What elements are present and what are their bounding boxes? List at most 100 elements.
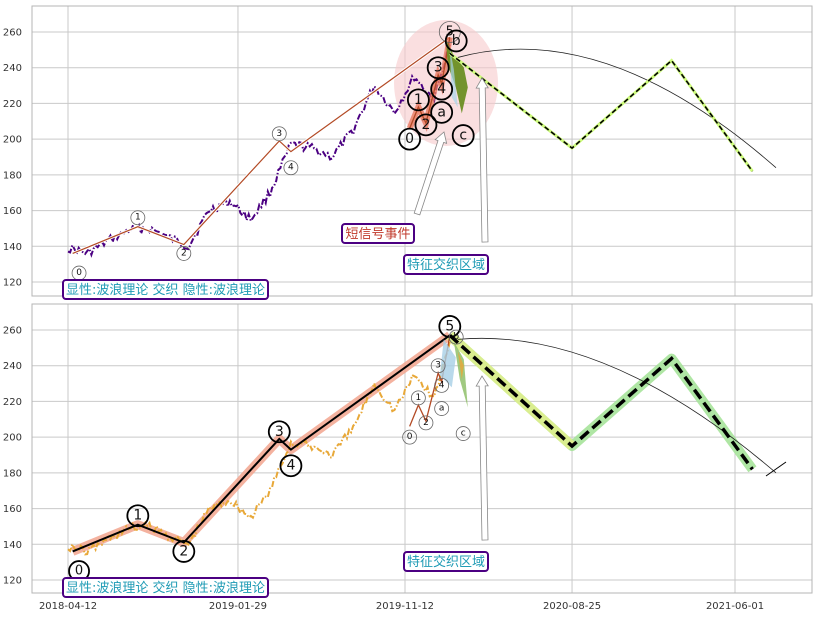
wave-label-circle (126, 504, 150, 528)
y-tick-label: 200 (3, 433, 22, 444)
wave-label-4: 4 (288, 163, 294, 173)
legend-text-box (62, 279, 269, 300)
intertwine-zone-label: 特征交织区域 (407, 257, 485, 273)
wave-label-circle (398, 127, 422, 151)
wave-label-c: c (459, 128, 467, 144)
wave-label-b: b (452, 33, 461, 49)
y-tick-label: 120 (3, 576, 22, 587)
legend-text-box (62, 577, 269, 598)
y-tick-label: 260 (3, 326, 22, 337)
wave-label-5: 5 (445, 318, 454, 334)
projection-end-mark (765, 461, 787, 477)
wave-label-circle (283, 160, 299, 176)
projection-arc (457, 48, 777, 169)
wave-label-b: b (453, 332, 459, 342)
y-tick-label: 180 (3, 468, 22, 479)
wave-label-c: c (461, 429, 466, 439)
wave-label-1: 1 (135, 213, 141, 223)
wave-label-circle (451, 124, 475, 147)
wave-band (70, 331, 453, 556)
y-tick-label: 160 (3, 206, 22, 217)
plot-frame (31, 303, 813, 594)
projection-dashed-line (448, 334, 754, 471)
wave-label-a: a (439, 404, 445, 414)
wave-label-a: a (437, 104, 446, 120)
x-tick-label: 2020-08-25 (543, 601, 601, 612)
wave-label-3: 3 (434, 60, 443, 76)
wave-label-circle (434, 401, 450, 416)
projection-arc (457, 337, 777, 474)
y-tick-label: 140 (3, 242, 22, 253)
wave-label-circle (172, 540, 196, 563)
projection-dashed-line (449, 52, 754, 172)
x-tick-label: 2018-04-12 (39, 601, 97, 612)
y-tick-label: 240 (3, 361, 22, 372)
y-tick-label: 260 (3, 28, 22, 39)
wave-label-4: 4 (437, 81, 446, 97)
wave-label-4: 4 (286, 458, 295, 474)
wave-label-3: 3 (276, 129, 282, 139)
y-tick-label: 120 (3, 278, 22, 289)
wave-label-1: 1 (133, 508, 142, 524)
wave-label-circle (406, 88, 430, 112)
y-tick-label: 220 (3, 397, 22, 408)
zone-arrow (475, 77, 489, 243)
y-tick-label: 140 (3, 540, 22, 551)
wave-label-circle (414, 113, 438, 137)
y-tick-label: 220 (3, 99, 22, 110)
intertwine-zone-label-box (403, 551, 489, 572)
wave-label-0: 0 (75, 564, 83, 579)
wave-label-circle (271, 126, 287, 142)
y-tick-label: 200 (3, 135, 22, 146)
wave-label-circle (176, 246, 192, 261)
correction-zone-blue (439, 339, 456, 388)
legend-text: 显性:波浪理论 交织 隐性:波浪理论 (66, 580, 265, 596)
correction-zone-orange (457, 351, 464, 380)
wave-label-circle (444, 29, 468, 53)
zone-arrow (475, 375, 489, 541)
wave-label-circle (448, 329, 464, 345)
wave-label-3: 3 (435, 361, 441, 371)
correction-zone-green (453, 341, 468, 408)
wave-label-circle (430, 358, 446, 374)
wave-label-2: 2 (181, 248, 187, 258)
short-signal-event-label-box (341, 223, 415, 244)
wave-label-2: 2 (179, 543, 188, 559)
chart-panel-top: 12014016018020022024026001234501234abc短信… (3, 5, 813, 300)
x-tick-label: 2021-06-01 (706, 601, 764, 612)
wave-label-circle (267, 420, 291, 444)
wave-label-circle (130, 210, 146, 226)
wave-outline (72, 36, 451, 255)
projection-band (446, 331, 757, 473)
wave-label-circle (402, 429, 418, 445)
wave-label-0: 0 (76, 268, 82, 278)
wave-label-2: 2 (423, 418, 429, 428)
main-wave-line (72, 36, 451, 254)
legend-text: 显性:波浪理论 交织 隐性:波浪理论 (66, 282, 265, 298)
wave-label-circle (279, 454, 303, 478)
y-tick-label: 160 (3, 504, 22, 515)
wave-label-circle (438, 315, 462, 338)
wave-label-0: 0 (405, 131, 414, 147)
wave-label-2: 2 (421, 117, 430, 133)
y-tick-label: 240 (3, 63, 22, 74)
wave-label-0: 0 (407, 432, 413, 442)
wave-label-1: 1 (414, 92, 423, 108)
wave-label-3: 3 (275, 424, 284, 440)
wave-label-circle (418, 415, 434, 431)
intertwine-zone-label: 特征交织区域 (407, 554, 485, 570)
wave-label-circle (430, 77, 454, 101)
short-signal-event-label: 短信号事件 (345, 227, 410, 242)
x-tick-label: 2019-01-29 (209, 601, 267, 612)
y-tick-label: 180 (3, 170, 22, 181)
x-tick-label: 2019-11-12 (376, 601, 434, 612)
wave-label-circle (430, 100, 454, 124)
wave-label-circle (410, 390, 426, 406)
main-wave-line (72, 334, 451, 553)
wave-label-1: 1 (416, 393, 422, 403)
wave-label-circle (434, 377, 450, 393)
wave-label-circle (426, 56, 450, 80)
wave-label-4: 4 (439, 380, 445, 390)
